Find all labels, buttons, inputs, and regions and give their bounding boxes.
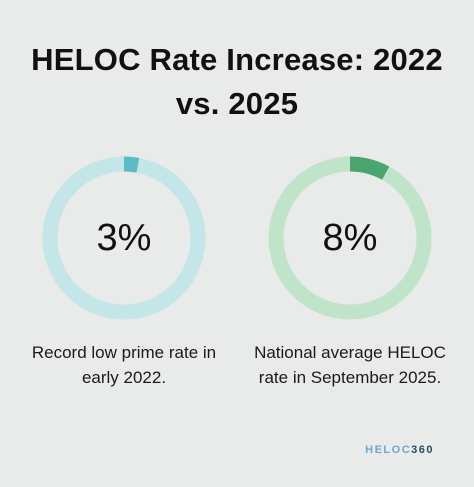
caption-2025-line-1: National average HELOC	[254, 343, 446, 362]
donut-svg-2022	[42, 156, 206, 320]
donut-segment-2022	[42, 156, 206, 320]
caption-2025: National average HELOC rate in September…	[245, 340, 455, 390]
donut-value-label-2025: 8%	[322, 217, 378, 259]
donut-chart-2025: 8%	[266, 154, 434, 322]
brand-logo: HELOC360	[365, 444, 434, 456]
chart-title: HELOC Rate Increase: 2022 vs. 2025	[0, 38, 474, 126]
donut-chart-2022: 3%	[40, 154, 208, 322]
brand-logo-part-1: HELOC	[365, 444, 412, 456]
donut-segment-2025	[268, 156, 432, 320]
caption-2022-line-1: Record low prime rate in	[31, 343, 217, 362]
caption-2022: Record low prime rate in early 2022.	[19, 340, 229, 390]
caption-2022-line-2: early 2022.	[81, 368, 167, 387]
title-line-2: vs. 2025	[175, 86, 299, 121]
title-line-1: HELOC Rate Increase: 2022	[31, 42, 443, 77]
brand-logo-part-2: 360	[411, 444, 434, 456]
donut-svg-2025	[268, 156, 432, 320]
caption-2025-line-2: rate in September 2025.	[258, 368, 442, 387]
donut-value-label-2022: 3%	[96, 217, 152, 259]
